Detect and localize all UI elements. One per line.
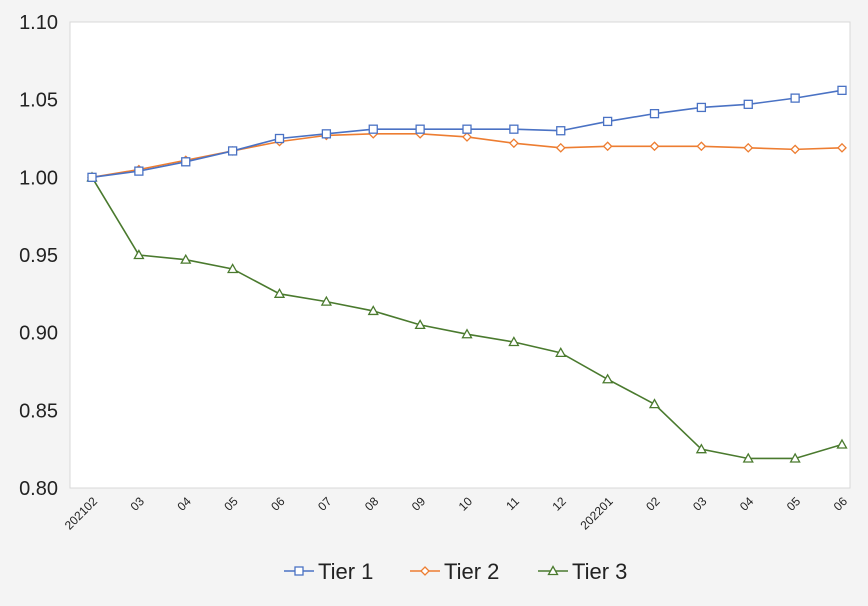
data-point-tier-1: [649, 108, 660, 119]
data-point-tier-1: [837, 85, 847, 95]
legend-item-tier-2: Tier 2: [410, 559, 499, 584]
data-point-tier-3: [273, 288, 286, 298]
x-tick-label: 10: [456, 494, 476, 514]
data-point-tier-3: [414, 319, 426, 330]
data-point-tier-1: [134, 166, 144, 176]
legend-item-tier-3: Tier 3: [538, 559, 627, 584]
x-tick-label: 07: [315, 494, 335, 514]
data-point-tier-1: [462, 124, 472, 134]
plot-area: [69, 21, 851, 489]
data-point-tier-1: [87, 172, 97, 182]
x-tick-label: 11: [503, 494, 522, 513]
data-point-tier-3: [320, 295, 332, 306]
x-tick-label: 03: [128, 494, 148, 514]
x-tick-label: 202201: [578, 494, 616, 532]
data-point-tier-3: [836, 438, 848, 449]
data-point-tier-1: [556, 126, 566, 136]
data-point-tier-1: [181, 157, 191, 167]
data-point-tier-3: [695, 443, 707, 454]
data-point-tier-3: [648, 398, 661, 409]
data-point-tier-2: [602, 141, 613, 152]
x-tick-label: 08: [362, 494, 382, 514]
x-tick-label: 06: [268, 494, 288, 514]
x-tick-label: 05: [221, 494, 241, 514]
y-axis-ticks: 0.80 0.85 0.90 0.95 1.00 1.05 1.10: [19, 12, 58, 500]
legend: Tier 1 Tier 2 Tier 3: [284, 559, 627, 584]
data-point-tier-2: [696, 141, 707, 152]
data-point-tier-2: [837, 142, 847, 153]
data-point-tier-1: [509, 124, 519, 134]
series-tier-3: [86, 171, 848, 463]
data-point-tier-3: [555, 347, 567, 358]
data-point-tier-1: [274, 133, 285, 144]
y-tick-label: 1.05: [19, 90, 58, 112]
y-tick-label: 1.10: [19, 12, 58, 34]
data-point-tier-1: [321, 129, 332, 139]
legend-marker: [294, 566, 304, 576]
legend-marker: [547, 565, 559, 576]
x-tick-label: 05: [784, 494, 804, 514]
y-tick-label: 0.90: [19, 323, 58, 345]
x-tick-label: 202102: [62, 494, 100, 532]
data-point-tier-3: [789, 452, 801, 463]
data-point-tier-3: [602, 373, 614, 384]
x-axis-ticks: 202102 03 04 05 06 07 08 09 10 11 12 202201 02 03 04 05…: [62, 494, 850, 532]
data-point-tier-2: [790, 144, 801, 155]
y-tick-label: 1.00: [19, 167, 58, 189]
data-point-tier-2: [743, 142, 754, 153]
data-point-tier-2: [649, 141, 660, 152]
x-tick-label: 12: [550, 494, 570, 514]
legend-label: Tier 2: [444, 559, 499, 584]
x-tick-label: 06: [831, 494, 851, 514]
y-tick-label: 0.85: [19, 400, 58, 422]
x-tick-label: 09: [409, 494, 429, 514]
legend-marker: [420, 566, 430, 576]
series-layer: [86, 85, 848, 463]
data-point-tier-1: [602, 116, 613, 127]
data-point-tier-1: [743, 99, 753, 109]
data-point-tier-3: [461, 328, 473, 339]
data-point-tier-1: [696, 102, 707, 113]
data-point-tier-1: [368, 124, 378, 134]
series-tier-1: [87, 85, 847, 182]
data-point-tier-2: [462, 132, 472, 142]
x-tick-label: 04: [175, 494, 195, 514]
data-point-tier-3: [742, 452, 754, 463]
data-point-tier-3: [133, 249, 145, 260]
y-tick-label: 0.80: [19, 478, 58, 500]
data-point-tier-3: [367, 305, 379, 316]
x-tick-label: 02: [643, 494, 663, 514]
legend-label: Tier 3: [572, 559, 627, 584]
x-tick-label: 03: [690, 494, 710, 514]
data-point-tier-1: [790, 93, 800, 103]
legend-label: Tier 1: [318, 559, 373, 584]
legend-item-tier-1: Tier 1: [284, 559, 373, 584]
data-point-tier-1: [227, 146, 238, 156]
data-point-tier-2: [508, 138, 519, 149]
data-point-tier-3: [227, 263, 239, 274]
y-tick-label: 0.95: [19, 245, 58, 267]
data-point-tier-3: [508, 336, 520, 347]
x-tick-label: 04: [737, 494, 757, 514]
data-point-tier-3: [180, 253, 192, 264]
data-point-tier-2: [555, 142, 566, 153]
data-point-tier-1: [415, 124, 425, 134]
